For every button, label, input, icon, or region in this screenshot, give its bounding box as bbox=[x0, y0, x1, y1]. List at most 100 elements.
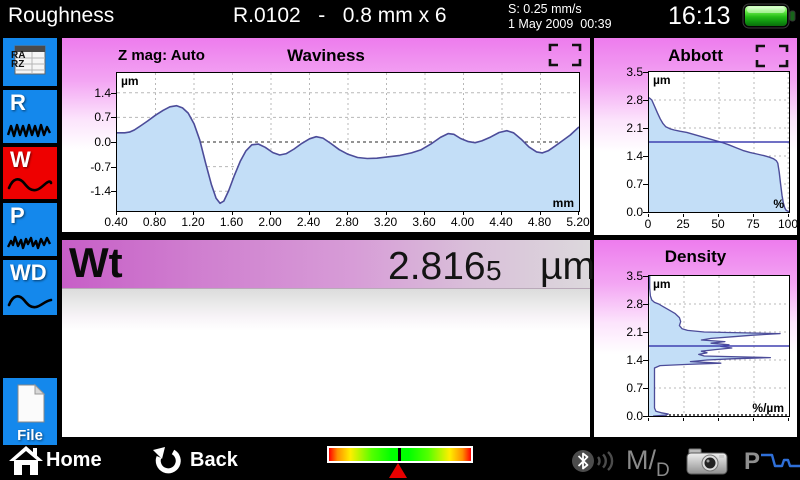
tick-label: 0.0 bbox=[626, 409, 643, 423]
tick-label: 2.40 bbox=[296, 215, 321, 229]
x-unit-label: %/µm bbox=[752, 401, 784, 415]
bluetooth-icon[interactable] bbox=[570, 448, 620, 474]
abbott-chart[interactable]: µm % bbox=[648, 71, 790, 213]
abbott-title: Abbott bbox=[668, 46, 723, 65]
waviness-chart[interactable]: µm mm bbox=[116, 72, 580, 212]
tick-label: 50 bbox=[711, 217, 725, 231]
file-icon bbox=[17, 383, 46, 423]
parameter-name: Wt bbox=[69, 239, 123, 286]
tick-mark bbox=[648, 214, 649, 217]
tick-label: 2.8 bbox=[626, 297, 643, 311]
tick-label: 0.0 bbox=[94, 135, 111, 149]
sidebar-button-file[interactable]: File bbox=[3, 378, 57, 445]
tick-mark bbox=[643, 332, 648, 333]
back-button[interactable]: Back bbox=[190, 449, 238, 471]
tick-label: 4.40 bbox=[489, 215, 513, 229]
tick-mark bbox=[111, 92, 116, 94]
tick-mark bbox=[643, 212, 648, 213]
back-icon[interactable] bbox=[152, 446, 184, 476]
measurement-header[interactable]: R.0102 - 0.8 mm x 6 bbox=[233, 4, 447, 27]
result-panel: Wt 2.816 5 µm bbox=[62, 239, 595, 437]
tick-mark bbox=[648, 418, 649, 421]
tick-label: 3.5 bbox=[626, 65, 643, 79]
bottom-bar: Home Back M/D bbox=[0, 442, 800, 480]
tick-label: -1.4 bbox=[90, 184, 111, 199]
memory-direct-toggle[interactable]: M/D bbox=[626, 445, 670, 480]
x-unit-label: mm bbox=[552, 196, 574, 210]
wt-result-bar[interactable]: Wt 2.816 5 µm bbox=[62, 239, 595, 289]
fullscreen-icon[interactable] bbox=[755, 44, 789, 68]
wd-wave-icon bbox=[7, 295, 53, 309]
tick-label: 0.40 bbox=[104, 215, 128, 229]
level-gauge-pointer bbox=[389, 463, 407, 478]
tick-mark bbox=[643, 184, 648, 185]
sidebar-button-roughness[interactable]: R bbox=[3, 90, 57, 143]
home-button[interactable]: Home bbox=[46, 449, 102, 471]
tick-label: 2.80 bbox=[335, 215, 359, 229]
density-panel: Density µm %/µm 3.5 2.8 2.1 1.4 0.7 0.0 bbox=[594, 240, 797, 437]
table-icon bbox=[14, 45, 46, 75]
waviness-wave-icon bbox=[7, 178, 53, 192]
tick-mark bbox=[347, 212, 348, 215]
sidebar-button-waviness-active[interactable]: W bbox=[3, 147, 57, 199]
tick-mark bbox=[643, 304, 648, 305]
sidebar-button-wd[interactable]: WD bbox=[3, 260, 57, 315]
profile-step-icon[interactable] bbox=[760, 452, 800, 472]
tick-mark bbox=[501, 212, 502, 215]
y-unit-label: µm bbox=[653, 277, 671, 291]
tick-mark bbox=[424, 212, 425, 215]
tick-mark bbox=[111, 142, 116, 143]
tick-mark bbox=[643, 416, 648, 417]
sidebar-button-ra-rz[interactable]: RA RZ bbox=[3, 38, 57, 86]
abbott-panel: Abbott µm % 0 25 50 75 100 3.5 2.8 2.1 1.4 0.7 0.0 bbox=[594, 38, 798, 235]
tick-mark bbox=[385, 212, 387, 215]
parameter-unit: µm bbox=[540, 245, 595, 288]
tick-mark bbox=[270, 212, 271, 215]
tick-label: 0.7 bbox=[94, 110, 111, 125]
speed-readout: S: 0.25 mm/s bbox=[508, 2, 582, 16]
tick-mark bbox=[788, 418, 789, 421]
tick-label: 3.5 bbox=[626, 269, 643, 283]
tick-mark bbox=[643, 128, 648, 129]
tick-label: 4.80 bbox=[527, 215, 552, 229]
tick-label: 3.20 bbox=[373, 215, 398, 229]
tick-label: 0.80 bbox=[142, 215, 167, 229]
tick-mark bbox=[788, 214, 789, 217]
top-bar: Roughness R.0102 - 0.8 mm x 6 S: 0.25 mm… bbox=[0, 0, 800, 33]
tick-label: 0.7 bbox=[626, 381, 643, 395]
tick-label: -0.7 bbox=[90, 159, 111, 174]
level-gauge bbox=[327, 446, 473, 463]
tick-mark bbox=[111, 166, 116, 168]
datetime-readout: 1 May 2009 00:39 bbox=[508, 17, 612, 31]
tick-mark bbox=[111, 191, 116, 193]
tick-mark bbox=[308, 212, 310, 215]
result-panel-shade bbox=[62, 289, 590, 331]
profile-view-toggle[interactable]: P bbox=[744, 448, 761, 475]
density-chart[interactable]: µm %/µm bbox=[648, 275, 790, 417]
tick-mark bbox=[683, 418, 684, 421]
tick-label: 1.60 bbox=[219, 215, 244, 229]
tick-label: 3.60 bbox=[412, 215, 436, 229]
tick-mark bbox=[643, 72, 648, 73]
sidebar-button-profile[interactable]: P bbox=[3, 203, 57, 256]
density-title: Density bbox=[664, 247, 727, 266]
tick-label: 4.00 bbox=[450, 215, 475, 229]
camera-icon[interactable] bbox=[686, 446, 730, 476]
tick-label: 1.20 bbox=[181, 215, 205, 229]
tick-mark bbox=[643, 156, 648, 157]
y-unit-label: µm bbox=[653, 73, 671, 87]
page-title: Roughness bbox=[8, 4, 115, 27]
fullscreen-icon[interactable] bbox=[548, 43, 582, 67]
tick-mark bbox=[578, 212, 579, 215]
tick-label: 2.1 bbox=[626, 325, 643, 339]
tick-label: 2.00 bbox=[258, 215, 282, 229]
tick-mark bbox=[643, 100, 648, 101]
tick-label: 1.4 bbox=[626, 149, 643, 163]
home-icon[interactable] bbox=[8, 445, 44, 477]
y-unit-label: µm bbox=[121, 74, 139, 88]
tick-label: 0.0 bbox=[626, 205, 643, 219]
tick-mark bbox=[154, 212, 156, 215]
tick-mark bbox=[643, 276, 648, 277]
z-mag-label[interactable]: Z mag: Auto bbox=[118, 47, 205, 64]
